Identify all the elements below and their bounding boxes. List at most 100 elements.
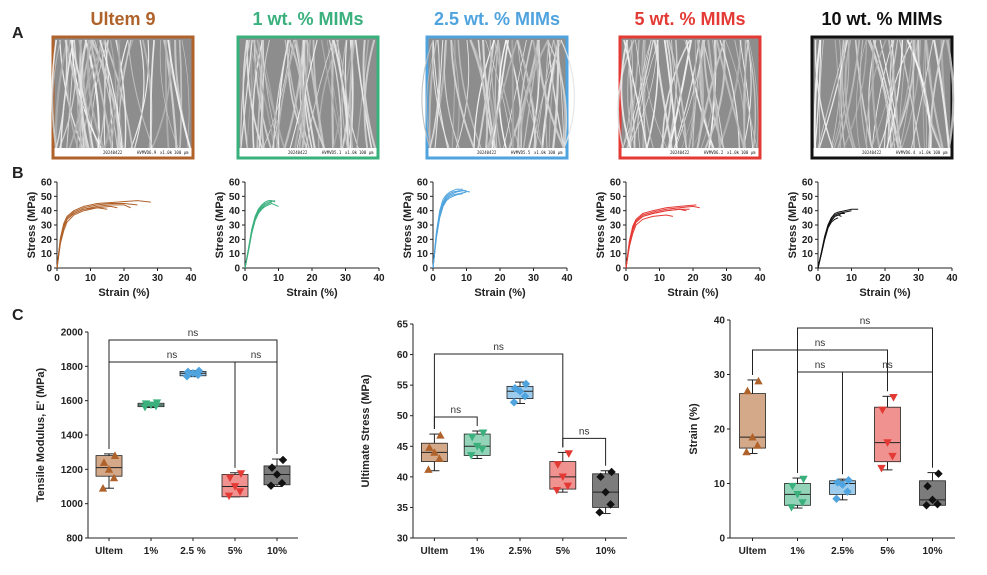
x-tick-label: 30 [152, 273, 164, 284]
category-label: 5% [880, 546, 895, 557]
stress-strain-plot: 0 10 20 30 40 50 60 0 10 20 30 40 Strain (%) Stress (… [787, 178, 958, 300]
x-tick-label: 10 [846, 273, 858, 284]
y-tick-label: 30 [610, 221, 622, 232]
sem-fiber [814, 39, 834, 149]
data-point [934, 469, 943, 478]
y-tick-label: 30 [417, 221, 429, 232]
significance-bracket [433, 416, 478, 430]
data-point [933, 500, 942, 509]
data-point [478, 445, 487, 454]
sem-fiber [891, 39, 914, 149]
y-tick-label: 40 [802, 206, 814, 217]
sem-mode: HVMVD6.9 [137, 150, 157, 155]
data-point [104, 465, 114, 473]
sem-mag: x1.0k [919, 150, 932, 155]
data-point [889, 394, 898, 402]
sample-title: 2.5 wt. % MIMs [434, 9, 560, 29]
sem-date: 20240422 [862, 150, 882, 155]
sem-fiber [856, 39, 867, 149]
sample-title: 5 wt. % MIMs [634, 9, 745, 29]
y-axis-label: Stress (MPa) [26, 191, 38, 258]
panel-c-box-plots: 800 1000 1200 1400 1600 1800 2000 Tensile Modul… [35, 316, 955, 557]
category-label: 2.5% [509, 546, 532, 557]
sem-fiber [429, 39, 437, 149]
data-point [521, 379, 531, 389]
sem-fiber [109, 39, 117, 149]
y-tick-label: 40 [417, 206, 429, 217]
data-point [430, 448, 439, 456]
series-line [56, 204, 131, 269]
series-line [56, 200, 151, 269]
x-tick-label: 0 [815, 273, 821, 284]
sem-fiber [332, 39, 350, 149]
data-point [510, 384, 520, 393]
y-tick-label: 2000 [61, 328, 84, 339]
category-label: 1% [790, 546, 805, 557]
data-point [606, 500, 615, 509]
data-point [799, 475, 808, 484]
sem-fiber [349, 39, 356, 149]
stress-strain-plot: 0 10 20 30 40 50 60 0 10 20 30 40 Strain (%) Stress (… [214, 178, 385, 300]
y-tick-label: 45 [397, 442, 409, 453]
sem-fiber [928, 39, 945, 149]
x-tick-label: 30 [721, 273, 733, 284]
category-label: Ultem [421, 546, 449, 557]
sem-fiber [671, 39, 688, 149]
sem-date: 20240422 [288, 150, 308, 155]
y-tick-label: 1600 [61, 396, 84, 407]
sem-scale: 100 µm [174, 150, 189, 155]
sem-fiber [924, 39, 944, 149]
data-point [479, 429, 488, 438]
y-tick-label: 30 [397, 534, 409, 545]
sem-scale: 100 µm [359, 150, 374, 155]
sem-fiber [305, 39, 334, 149]
significance-bracket [433, 353, 564, 448]
series-line [244, 204, 269, 269]
data-point [563, 482, 572, 491]
data-point [743, 386, 752, 395]
data-point [467, 452, 476, 460]
data-point [436, 431, 445, 439]
sem-fiber [536, 39, 565, 149]
data-point [553, 461, 562, 469]
sem-fiber [181, 39, 190, 149]
y-tick-label: 65 [397, 320, 409, 331]
data-point [883, 439, 892, 447]
sem-fiber [637, 39, 652, 149]
sem-fiber [253, 39, 272, 149]
sem-fiber [817, 39, 847, 149]
sem-fiber [865, 39, 887, 149]
sem-fiber [718, 39, 742, 149]
sem-fiber [719, 39, 740, 149]
sem-fiber [71, 39, 102, 149]
sem-fiber [627, 39, 654, 149]
sem-fiber [276, 39, 297, 149]
y-tick-label: 1000 [61, 499, 84, 510]
data-point [793, 491, 802, 499]
data-point [509, 398, 519, 407]
sem-fiber [947, 39, 954, 149]
sem-fiber [75, 39, 106, 149]
sem-mode: HVMVD5.5 [511, 150, 531, 155]
x-tick-label: 30 [340, 273, 352, 284]
significance-label: ns [251, 350, 262, 361]
sem-fiber [841, 39, 854, 149]
sem-fiber [363, 39, 376, 149]
y-tick-label: 0 [234, 264, 240, 275]
series-line [244, 202, 279, 269]
data-point [601, 487, 610, 497]
sem-fiber [432, 39, 450, 149]
significance-label: ns [882, 360, 893, 371]
y-axis-label: Stress (MPa) [402, 191, 414, 258]
x-tick-label: 40 [373, 273, 385, 284]
data-point [520, 391, 530, 401]
sem-fiber [627, 39, 636, 149]
y-tick-label: 0 [422, 264, 428, 275]
sem-fiber [901, 39, 921, 149]
y-axis-label: Stress (MPa) [787, 191, 799, 258]
sem-fiber [626, 39, 640, 149]
series-line [56, 205, 118, 269]
sem-fiber [457, 39, 482, 149]
sem-fiber [707, 39, 721, 149]
sem-fiber [552, 39, 560, 149]
